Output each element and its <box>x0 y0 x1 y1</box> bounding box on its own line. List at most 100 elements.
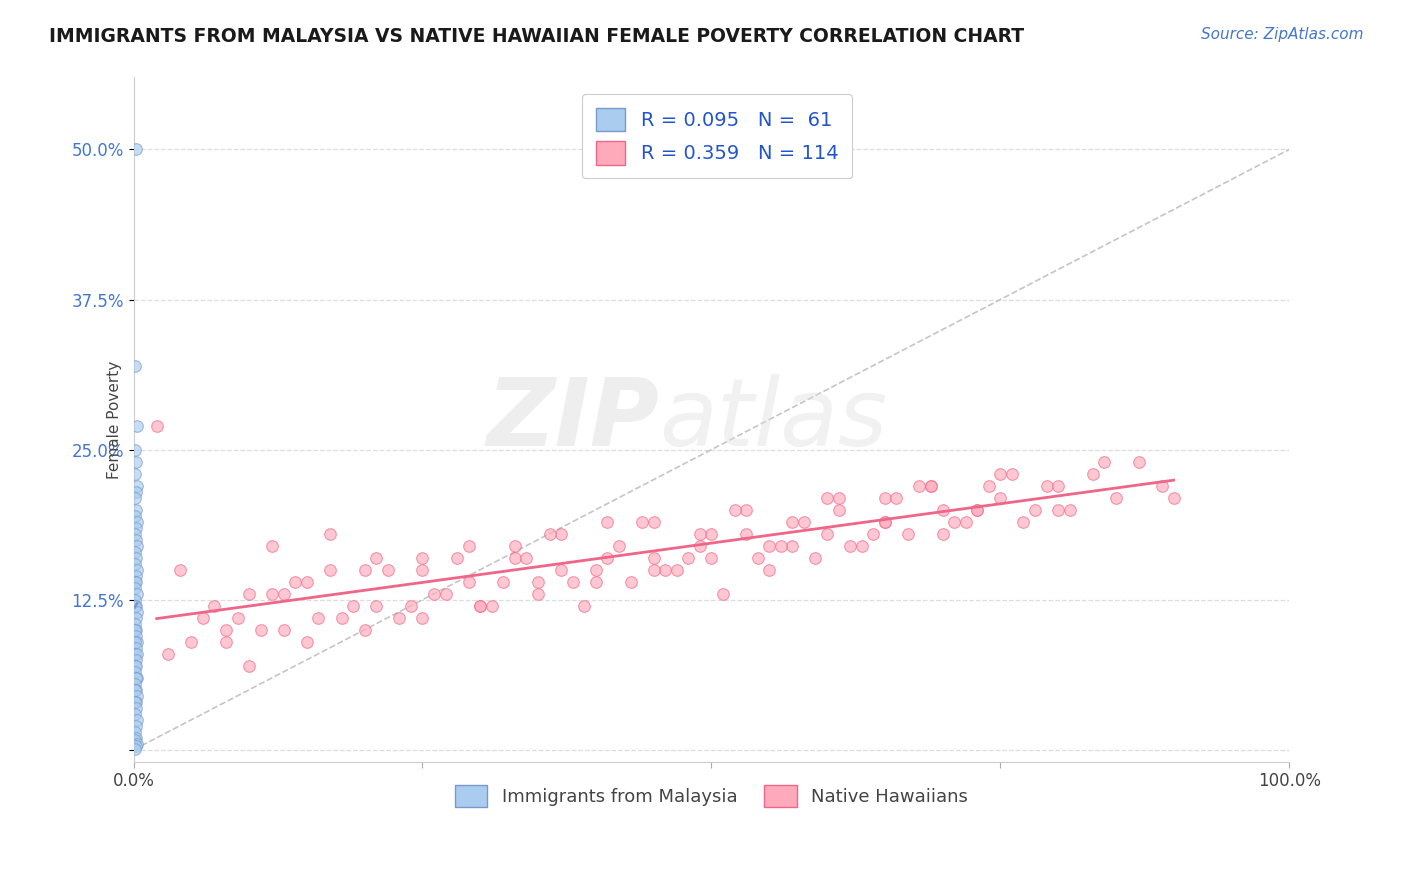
Point <box>124 647 146 661</box>
Point <box>1059 502 1081 516</box>
Point <box>125 563 148 577</box>
Point <box>873 491 896 505</box>
Point <box>735 526 758 541</box>
Point <box>125 539 148 553</box>
Point <box>862 526 884 541</box>
Point <box>330 610 353 624</box>
Point <box>1105 491 1128 505</box>
Point <box>1152 478 1174 492</box>
Point <box>689 539 711 553</box>
Point <box>124 599 146 613</box>
Point <box>125 574 148 589</box>
Point <box>700 550 723 565</box>
Legend: Immigrants from Malaysia, Native Hawaiians: Immigrants from Malaysia, Native Hawaiia… <box>447 778 976 814</box>
Point <box>457 539 479 553</box>
Point <box>1001 467 1024 481</box>
Point <box>124 665 146 679</box>
Point <box>665 563 688 577</box>
Point <box>884 491 907 505</box>
Point <box>124 695 146 709</box>
Point <box>319 526 342 541</box>
Point <box>319 563 342 577</box>
Point <box>204 599 226 613</box>
Point <box>643 563 665 577</box>
Point <box>873 515 896 529</box>
Point <box>124 592 146 607</box>
Point <box>689 526 711 541</box>
Point <box>515 550 537 565</box>
Point <box>125 587 148 601</box>
Point <box>1081 467 1104 481</box>
Point <box>1128 455 1150 469</box>
Point <box>782 515 804 529</box>
Point <box>804 550 827 565</box>
Point <box>157 647 180 661</box>
Point <box>125 682 148 697</box>
Point <box>125 695 148 709</box>
Point <box>747 550 769 565</box>
Point <box>988 491 1011 505</box>
Point <box>125 568 148 582</box>
Point <box>1047 478 1070 492</box>
Point <box>125 521 148 535</box>
Point <box>262 587 284 601</box>
Point <box>125 671 148 685</box>
Point <box>782 539 804 553</box>
Point <box>215 623 238 637</box>
Point <box>284 574 307 589</box>
Point <box>238 587 260 601</box>
Point <box>238 658 260 673</box>
Point <box>399 599 422 613</box>
Point <box>446 550 468 565</box>
Point <box>931 526 953 541</box>
Point <box>411 610 433 624</box>
Point <box>550 563 572 577</box>
Point <box>711 587 734 601</box>
Point <box>124 682 146 697</box>
Point <box>793 515 815 529</box>
Point <box>619 574 641 589</box>
Point <box>353 623 375 637</box>
Point <box>125 455 148 469</box>
Point <box>191 610 214 624</box>
Point <box>654 563 676 577</box>
Point <box>377 563 399 577</box>
Point <box>295 634 318 648</box>
Point <box>631 515 654 529</box>
Point <box>411 550 433 565</box>
Point <box>124 741 146 756</box>
Point <box>215 634 238 648</box>
Point <box>643 515 665 529</box>
Point <box>758 539 780 553</box>
Point <box>273 587 295 601</box>
Point <box>988 467 1011 481</box>
Point <box>1012 515 1035 529</box>
Point <box>295 574 318 589</box>
Point <box>125 731 148 745</box>
Point <box>124 359 146 373</box>
Point <box>411 563 433 577</box>
Point <box>643 550 665 565</box>
Point <box>124 574 146 589</box>
Point <box>470 599 492 613</box>
Point <box>873 515 896 529</box>
Point <box>124 724 146 739</box>
Point <box>125 640 148 655</box>
Point <box>966 502 988 516</box>
Point <box>125 634 148 648</box>
Point <box>125 737 148 751</box>
Point <box>366 599 388 613</box>
Point <box>308 610 330 624</box>
Point <box>125 719 148 733</box>
Point <box>827 502 849 516</box>
Point <box>366 550 388 565</box>
Point <box>125 713 148 727</box>
Point <box>124 526 146 541</box>
Point <box>124 634 146 648</box>
Point <box>125 533 148 547</box>
Point <box>124 544 146 558</box>
Point <box>124 658 146 673</box>
Point <box>388 610 411 624</box>
Point <box>908 478 931 492</box>
Point <box>353 563 375 577</box>
